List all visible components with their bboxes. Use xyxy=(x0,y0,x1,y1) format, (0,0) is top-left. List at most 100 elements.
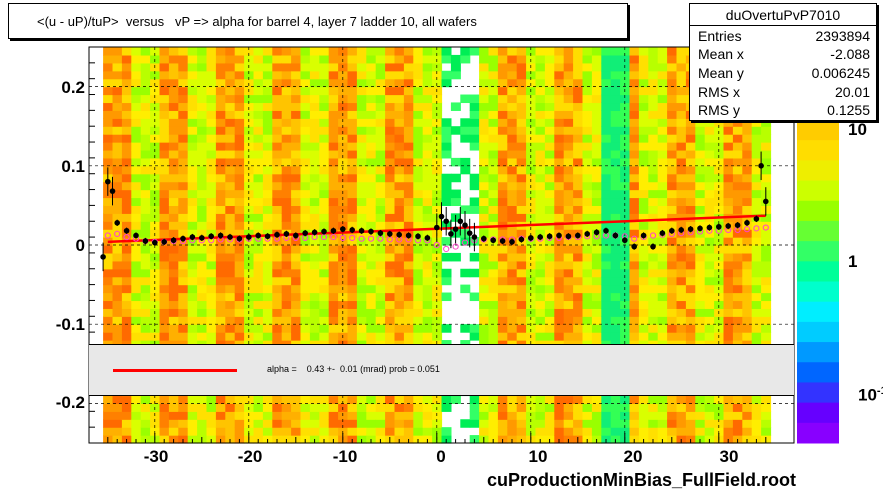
heatmap-cell xyxy=(385,419,396,428)
heatmap-cell xyxy=(300,134,311,143)
heatmap-cell xyxy=(657,157,668,167)
heatmap-cell xyxy=(432,47,443,56)
profile-black-point xyxy=(208,233,214,240)
heatmap-cell xyxy=(385,165,396,175)
heatmap-cell xyxy=(685,157,696,167)
heatmap-cell xyxy=(338,268,349,278)
heatmap-cell xyxy=(751,284,762,294)
heatmap-cell xyxy=(704,411,715,420)
heatmap-cell xyxy=(385,102,396,111)
profile-black-point xyxy=(105,178,111,185)
heatmap-cell xyxy=(394,62,405,72)
heatmap-cell xyxy=(751,316,762,325)
heatmap-cell xyxy=(601,126,612,135)
heatmap-cell xyxy=(638,308,649,317)
heatmap-cell xyxy=(300,221,311,230)
heatmap-cell xyxy=(516,300,527,309)
heatmap-cell xyxy=(272,189,283,199)
heatmap-cell xyxy=(103,70,114,80)
heatmap-cell xyxy=(309,181,320,191)
heatmap-cell xyxy=(751,332,762,341)
heatmap-cell xyxy=(497,47,508,56)
heatmap-cell xyxy=(300,126,311,135)
heatmap-cell xyxy=(526,245,537,254)
heatmap-cell xyxy=(234,403,245,412)
heatmap-cell xyxy=(479,268,490,278)
heatmap-cell xyxy=(159,62,170,72)
profile-pink-point xyxy=(762,224,769,231)
heatmap-cell xyxy=(676,268,687,278)
heatmap-cell xyxy=(403,110,414,119)
heatmap-cell xyxy=(347,157,358,167)
heatmap-cell xyxy=(610,427,621,436)
heatmap-cell xyxy=(291,149,302,159)
heatmap-cell xyxy=(309,332,320,341)
heatmap-cell xyxy=(244,142,255,151)
palette-swatch xyxy=(797,362,839,383)
heatmap-cell xyxy=(403,395,414,404)
heatmap-cell xyxy=(695,403,706,412)
heatmap-cell xyxy=(112,86,123,96)
heatmap-cell xyxy=(432,419,443,428)
profile-black-point xyxy=(499,238,506,244)
heatmap-cell xyxy=(225,260,236,270)
heatmap-cell xyxy=(488,403,499,412)
heatmap-cell xyxy=(356,292,367,302)
heatmap-cell xyxy=(356,403,367,412)
heatmap-cell xyxy=(347,173,358,183)
stats-value: -2.088 xyxy=(830,46,870,62)
heatmap-cell xyxy=(244,70,255,80)
heatmap-cell xyxy=(253,205,264,214)
heatmap-cell xyxy=(648,260,659,270)
heatmap-cell xyxy=(497,181,508,191)
heatmap-cell xyxy=(150,142,161,151)
heatmap-cell xyxy=(225,86,236,96)
heatmap-cell xyxy=(563,213,574,222)
heatmap-cell xyxy=(742,126,753,135)
heatmap-cell xyxy=(178,229,189,238)
heatmap-cell xyxy=(140,324,151,333)
heatmap-cell xyxy=(620,78,631,88)
palette-swatch xyxy=(797,160,839,182)
heatmap-cell xyxy=(150,47,161,56)
heatmap-cell xyxy=(300,165,311,175)
heatmap-cell xyxy=(319,181,330,191)
heatmap-cell xyxy=(516,419,527,428)
heatmap-cell xyxy=(112,284,123,294)
heatmap-cell xyxy=(601,276,612,286)
heatmap-cell xyxy=(272,292,283,302)
heatmap-cell xyxy=(366,205,377,214)
heatmap-cell xyxy=(751,292,762,302)
heatmap-cell xyxy=(638,395,649,404)
heatmap-cell xyxy=(131,308,142,317)
heatmap-cell xyxy=(366,427,377,436)
heatmap-cell xyxy=(638,189,649,199)
heatmap-cell xyxy=(347,70,358,80)
heatmap-cell xyxy=(450,173,461,183)
heatmap-cell xyxy=(225,324,236,333)
heatmap-cell xyxy=(140,213,151,222)
heatmap-cell xyxy=(695,149,706,159)
heatmap-cell xyxy=(403,126,414,135)
heatmap-cell xyxy=(338,173,349,183)
heatmap-cell xyxy=(526,197,537,206)
heatmap-cell xyxy=(544,62,555,72)
heatmap-cell xyxy=(206,324,217,333)
heatmap-cell xyxy=(253,102,264,111)
heatmap-cell xyxy=(497,134,508,143)
heatmap-cell xyxy=(300,276,311,286)
heatmap-cell xyxy=(535,411,546,420)
heatmap-cell xyxy=(460,118,471,127)
heatmap-cell xyxy=(544,213,555,222)
heatmap-cell xyxy=(422,284,433,294)
heatmap-cell xyxy=(751,237,762,246)
heatmap-cell xyxy=(704,324,715,333)
heatmap-cell xyxy=(262,221,273,230)
heatmap-cell xyxy=(488,126,499,135)
heatmap-cell xyxy=(121,403,132,412)
heatmap-cell xyxy=(685,395,696,404)
heatmap-cell xyxy=(300,62,311,72)
heatmap-cell xyxy=(638,149,649,159)
heatmap-cell xyxy=(225,173,236,183)
heatmap-cell xyxy=(610,126,621,135)
